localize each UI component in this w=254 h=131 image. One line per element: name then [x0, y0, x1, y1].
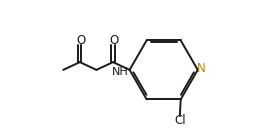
Text: O: O	[109, 34, 119, 47]
Text: O: O	[76, 34, 85, 47]
Text: Cl: Cl	[174, 114, 186, 127]
Text: N: N	[197, 62, 205, 75]
Text: NH: NH	[112, 67, 129, 77]
